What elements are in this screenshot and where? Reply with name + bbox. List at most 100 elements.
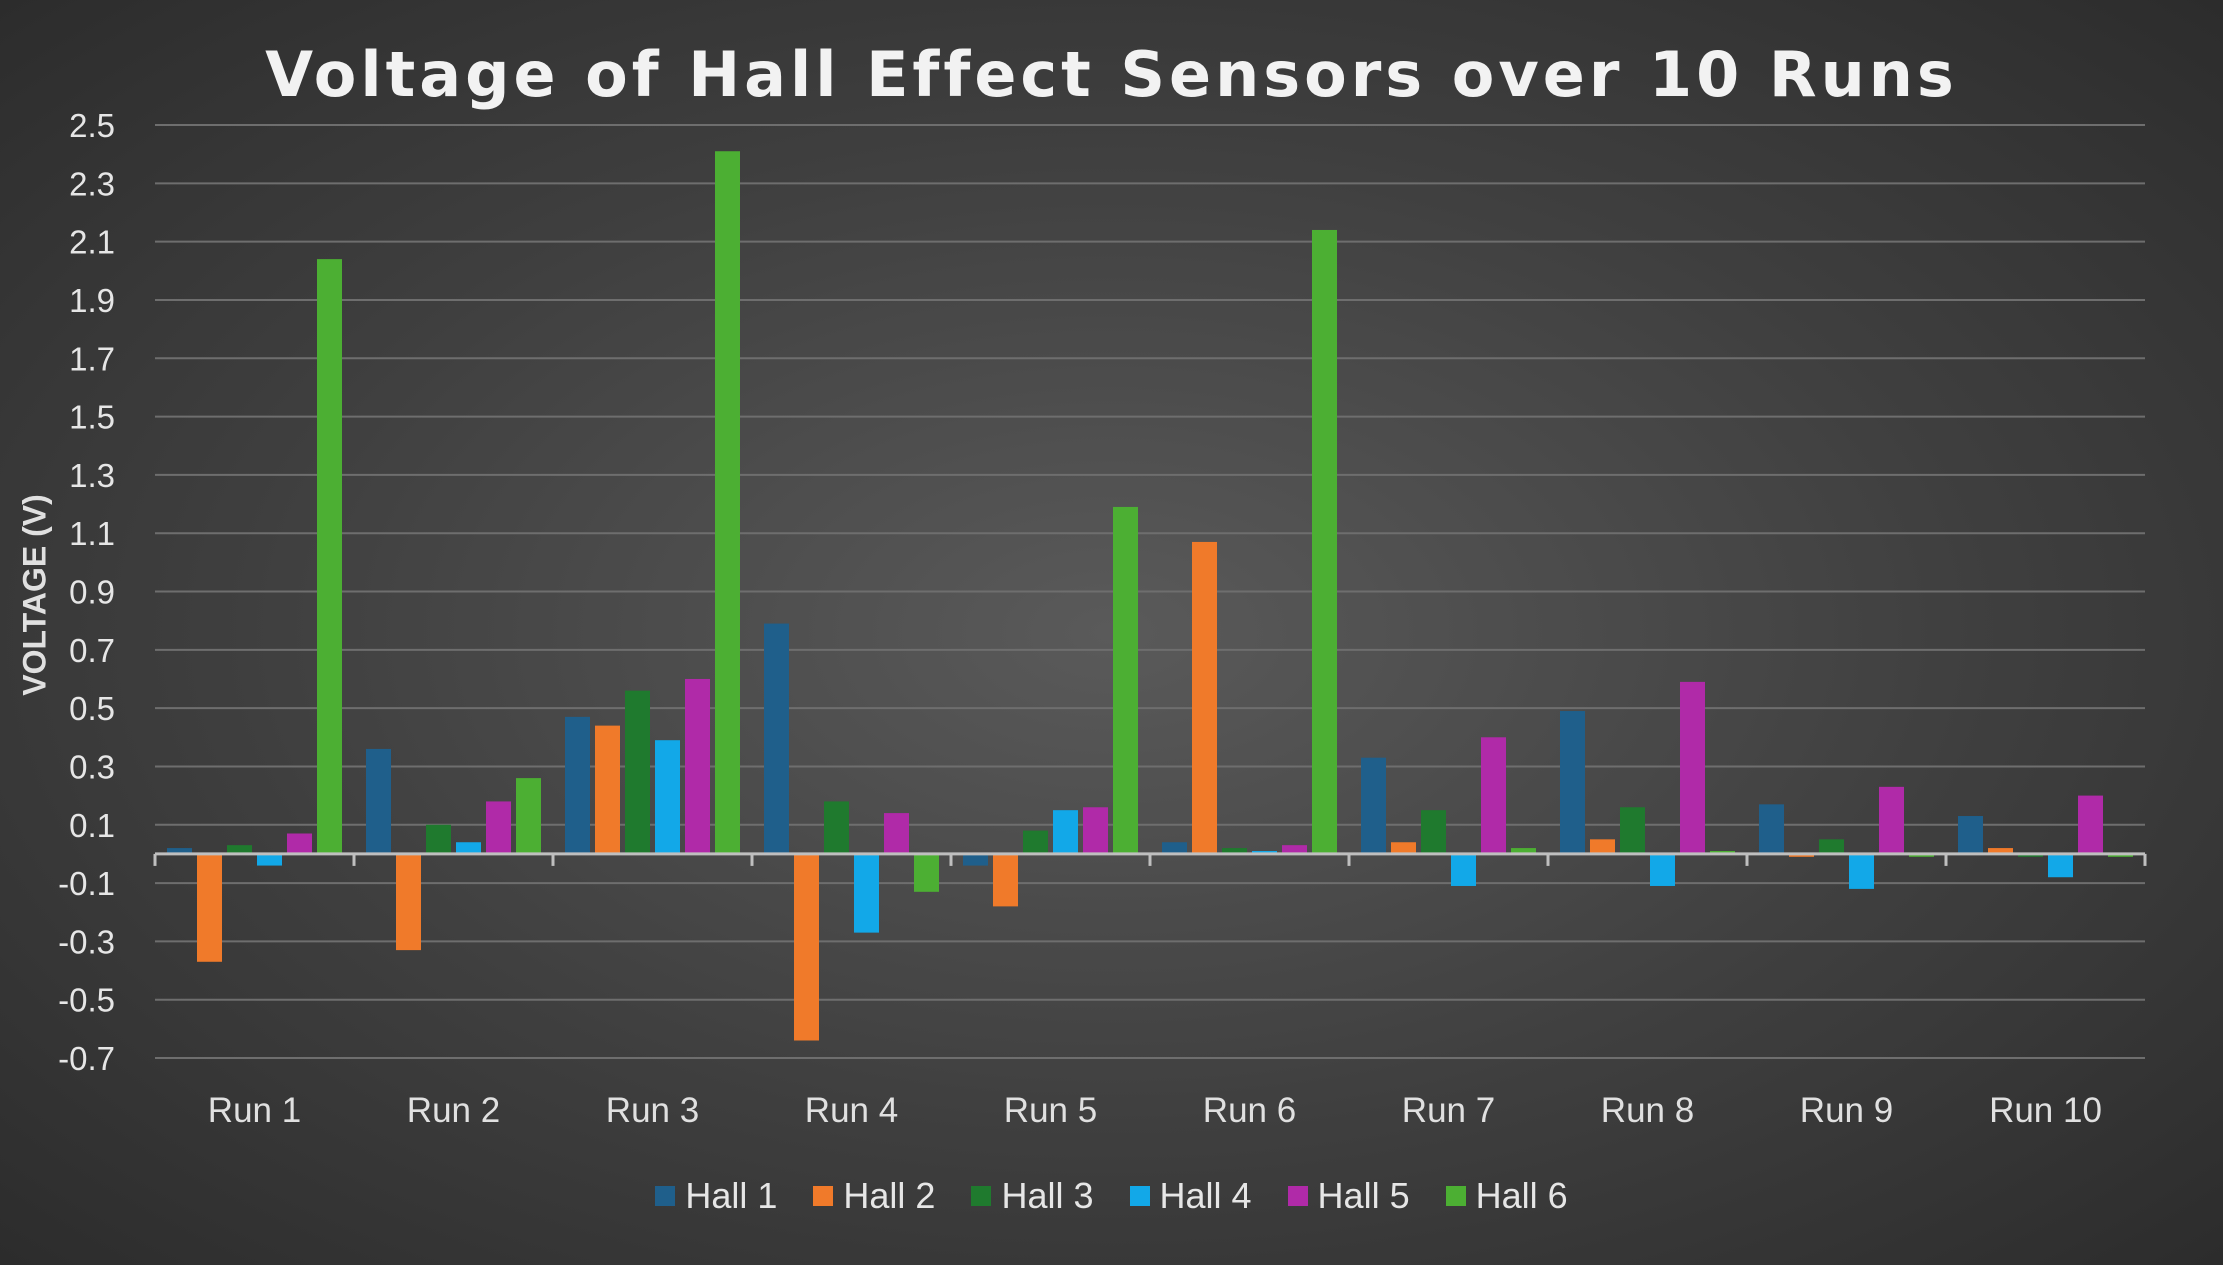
- bar-hall-2-run-7: [1391, 842, 1416, 854]
- bar-hall-3-run-3: [625, 690, 650, 854]
- legend-label: Hall 4: [1159, 1175, 1252, 1216]
- x-tick-label: Run 9: [1800, 1091, 1893, 1130]
- y-tick-label: -0.5: [58, 982, 115, 1019]
- y-tick-label: -0.1: [58, 865, 115, 902]
- bar-hall-6-run-5: [1113, 506, 1138, 854]
- bar-hall-6-run-4: [914, 853, 939, 892]
- bar-hall-2-run-6: [1192, 541, 1217, 854]
- legend-label: Hall 2: [843, 1175, 936, 1216]
- bar-hall-5-run-8: [1680, 681, 1705, 854]
- x-tick-label: Run 2: [407, 1091, 500, 1130]
- legend-swatch: [813, 1186, 834, 1206]
- y-tick-label: 2.5: [69, 107, 115, 144]
- x-tick-label: Run 8: [1601, 1091, 1694, 1130]
- bar-hall-3-run-6: [1222, 848, 1247, 854]
- bar-hall-2-run-1: [197, 853, 222, 962]
- bar-hall-4-run-4: [854, 853, 879, 933]
- bar-hall-6-run-2: [516, 778, 541, 854]
- bar-hall-4-run-10: [2048, 853, 2073, 878]
- bar-hall-5-run-9: [1879, 786, 1904, 854]
- bar-hall-5-run-2: [486, 801, 511, 854]
- bar-hall-5-run-10: [2078, 795, 2103, 854]
- bar-hall-4-run-5: [1053, 810, 1078, 854]
- legend-label: Hall 5: [1317, 1175, 1410, 1216]
- bar-hall-2-run-3: [595, 725, 620, 854]
- bar-hall-1-run-10: [1958, 816, 1983, 854]
- bar-hall-1-run-3: [565, 716, 590, 854]
- bar-hall-1-run-8: [1560, 711, 1585, 854]
- y-tick-label: 0.3: [69, 748, 115, 785]
- legend-label: Hall 6: [1475, 1175, 1568, 1216]
- bar-hall-3-run-5: [1023, 830, 1048, 854]
- bar-hall-1-run-4: [764, 623, 789, 854]
- bar-hall-3-run-1: [227, 845, 252, 854]
- x-tick-label: Run 5: [1004, 1091, 1097, 1130]
- x-tick-label: Run 7: [1402, 1091, 1495, 1130]
- legend-item: Hall 4: [1129, 1175, 1252, 1217]
- bar-hall-6-run-7: [1511, 848, 1536, 854]
- legend-label: Hall 3: [1001, 1175, 1094, 1216]
- bar-hall-1-run-7: [1361, 757, 1386, 854]
- bar-hall-5-run-7: [1481, 737, 1506, 854]
- bar-hall-1-run-2: [366, 748, 391, 854]
- bar-hall-3-run-7: [1421, 810, 1446, 854]
- bar-hall-3-run-4: [824, 801, 849, 854]
- y-tick-label: -0.7: [58, 1040, 115, 1077]
- bar-hall-4-run-1: [257, 853, 282, 866]
- y-tick-label: 2.1: [69, 224, 115, 261]
- y-tick-label: 0.7: [69, 632, 115, 669]
- y-tick-label: 1.7: [69, 340, 115, 377]
- bar-hall-3-run-2: [426, 824, 451, 854]
- x-tick-label: Run 1: [208, 1091, 301, 1130]
- bar-hall-1-run-6: [1162, 842, 1187, 854]
- y-tick-label: 1.3: [69, 457, 115, 494]
- bar-hall-4-run-9: [1849, 853, 1874, 889]
- legend-label: Hall 1: [685, 1175, 778, 1216]
- bar-hall-6-run-3: [715, 151, 740, 854]
- legend-swatch: [1445, 1186, 1466, 1206]
- bar-hall-3-run-8: [1620, 807, 1645, 854]
- bar-hall-5-run-6: [1282, 845, 1307, 854]
- bar-hall-2-run-5: [993, 853, 1018, 907]
- bar-hall-4-run-8: [1650, 853, 1675, 886]
- y-tick-label: 0.1: [69, 807, 115, 844]
- legend-item: Hall 5: [1287, 1175, 1410, 1217]
- legend-item: Hall 6: [1445, 1175, 1568, 1217]
- bar-hall-5-run-3: [685, 678, 710, 854]
- y-tick-label: 0.9: [69, 574, 115, 611]
- bar-hall-3-run-9: [1819, 839, 1844, 854]
- legend: Hall 1 Hall 2 Hall 3 Hall 4 Hall 5 Hall 6: [0, 1175, 2223, 1217]
- bar-hall-5-run-1: [287, 833, 312, 854]
- bar-hall-4-run-7: [1451, 853, 1476, 886]
- bar-hall-2-run-10: [1988, 848, 2013, 854]
- bar-hall-2-run-8: [1590, 839, 1615, 854]
- legend-item: Hall 3: [971, 1175, 1094, 1217]
- bar-hall-6-run-6: [1312, 229, 1337, 854]
- bar-hall-5-run-5: [1083, 807, 1108, 854]
- chart-title: Voltage of Hall Effect Sensors over 10 R…: [265, 38, 1958, 111]
- x-tick-label: Run 3: [606, 1091, 699, 1130]
- bar-hall-1-run-9: [1759, 804, 1784, 854]
- legend-swatch: [1129, 1186, 1150, 1206]
- y-tick-label: -0.3: [58, 923, 115, 960]
- bar-hall-5-run-4: [884, 813, 909, 854]
- y-tick-label: 1.9: [69, 282, 115, 319]
- bar-hall-4-run-3: [655, 740, 680, 854]
- x-tick-label: Run 4: [805, 1091, 898, 1130]
- y-tick-label: 1.1: [69, 515, 115, 552]
- legend-swatch: [655, 1186, 676, 1206]
- bar-hall-1-run-5: [963, 853, 988, 866]
- legend-swatch: [1287, 1186, 1308, 1206]
- y-tick-label: 0.5: [69, 690, 115, 727]
- legend-item: Hall 2: [813, 1175, 935, 1217]
- legend-swatch: [971, 1186, 992, 1206]
- bar-hall-6-run-1: [317, 259, 342, 854]
- bar-hall-4-run-2: [456, 842, 481, 854]
- bar-hall-1-run-1: [167, 848, 192, 854]
- x-tick-label: Run 10: [1989, 1091, 2102, 1130]
- x-tick-label: Run 6: [1203, 1091, 1296, 1130]
- legend-item: Hall 1: [655, 1175, 777, 1217]
- y-axis-title: VOLTAGE (V): [16, 494, 53, 696]
